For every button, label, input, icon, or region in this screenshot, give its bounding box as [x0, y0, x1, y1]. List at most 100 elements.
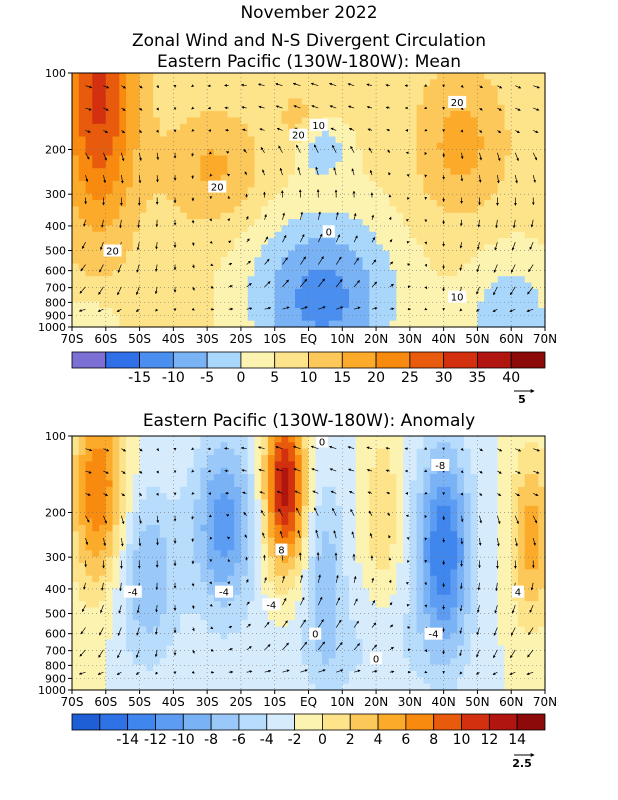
field-cell: [342, 174, 350, 182]
field-cell: [180, 85, 188, 93]
field-cell: [213, 524, 222, 532]
field-cell: [112, 556, 120, 564]
field-cell: [389, 455, 397, 462]
field-cell: [382, 518, 391, 526]
field-cell: [99, 238, 107, 246]
field-cell: [153, 307, 161, 315]
field-cell: [200, 130, 208, 138]
field-cell: [247, 250, 256, 258]
field-cell: [315, 73, 323, 80]
field-cell: [416, 563, 424, 570]
field-cell: [470, 569, 479, 577]
colorbar-swatch: [341, 351, 377, 369]
field-cell: [240, 155, 249, 163]
field-cell: [328, 200, 337, 207]
field-cell: [112, 130, 120, 138]
wind-vector: [264, 213, 267, 220]
field-cell: [443, 219, 451, 226]
field-cell: [112, 155, 120, 163]
field-cell: [396, 301, 404, 309]
field-cell: [484, 200, 492, 207]
colorbar-swatch: [71, 351, 107, 369]
field-cell: [423, 269, 431, 277]
field-cell: [99, 320, 107, 328]
field-cell: [409, 161, 418, 169]
field-cell: [477, 219, 485, 226]
field-cell: [119, 301, 127, 309]
field-cell: [322, 288, 330, 296]
field-cell: [517, 276, 526, 284]
field-cell: [274, 486, 283, 494]
field-cell: [193, 594, 201, 602]
field-cell: [105, 474, 114, 482]
field-cell: [227, 250, 235, 258]
field-cell: [99, 537, 107, 545]
field-cell: [315, 276, 323, 284]
wind-vector: [494, 242, 498, 251]
field-cell: [342, 187, 350, 195]
field-cell: [457, 73, 465, 80]
field-cell: [342, 155, 350, 163]
field-cell: [328, 499, 337, 507]
field-cell: [247, 98, 256, 106]
field-cell: [132, 73, 141, 80]
wind-vector: [296, 144, 301, 153]
field-cell: [349, 455, 357, 462]
field-cell: [423, 149, 431, 157]
field-cell: [423, 257, 431, 265]
field-cell: [322, 111, 330, 119]
field-cell: [497, 161, 506, 169]
field-cell: [247, 269, 256, 277]
field-cell: [301, 92, 310, 99]
field-cell: [247, 314, 256, 322]
field-cell: [193, 104, 201, 112]
field-cell: [254, 307, 262, 315]
field-cell: [288, 257, 296, 265]
field-cell: [335, 212, 343, 220]
field-cell: [207, 301, 215, 309]
field-cell: [369, 136, 377, 144]
wind-vector: [527, 286, 534, 295]
field-cell: [362, 187, 370, 195]
field-cell: [430, 250, 438, 258]
colorbar-label: 25: [401, 370, 419, 386]
field-cell: [254, 537, 262, 545]
field-cell: [234, 436, 242, 443]
field-cell: [85, 474, 93, 482]
field-cell: [349, 295, 357, 303]
field-cell: [166, 295, 174, 303]
field-cell: [78, 461, 87, 469]
field-cell: [92, 238, 100, 246]
field-cell: [490, 104, 499, 112]
field-cell: [146, 486, 154, 494]
field-cell: [423, 550, 431, 558]
field-cell: [227, 219, 235, 226]
field-cell: [315, 486, 323, 494]
field-cell: [126, 594, 134, 602]
field-cell: [450, 149, 458, 157]
field-cell: [322, 314, 330, 322]
field-cell: [85, 123, 93, 131]
field-cell: [497, 550, 506, 558]
field-cell: [180, 582, 188, 589]
field-cell: [186, 130, 195, 138]
field-cell: [119, 123, 127, 131]
field-cell: [497, 569, 506, 577]
field-cell: [153, 448, 161, 456]
field-cell: [85, 219, 93, 226]
field-cell: [382, 225, 391, 233]
field-cell: [463, 474, 472, 482]
field-cell: [186, 301, 195, 309]
field-cell: [490, 200, 499, 207]
field-cell: [173, 582, 181, 589]
field-cell: [436, 575, 445, 583]
field-cell: [369, 161, 377, 169]
field-cell: [220, 250, 229, 258]
field-cell: [92, 117, 100, 125]
field-cell: [355, 92, 364, 99]
field-cell: [328, 238, 337, 246]
field-cell: [342, 486, 350, 494]
wind-vector: [497, 130, 502, 134]
field-cell: [78, 142, 87, 150]
field-cell: [294, 455, 303, 462]
